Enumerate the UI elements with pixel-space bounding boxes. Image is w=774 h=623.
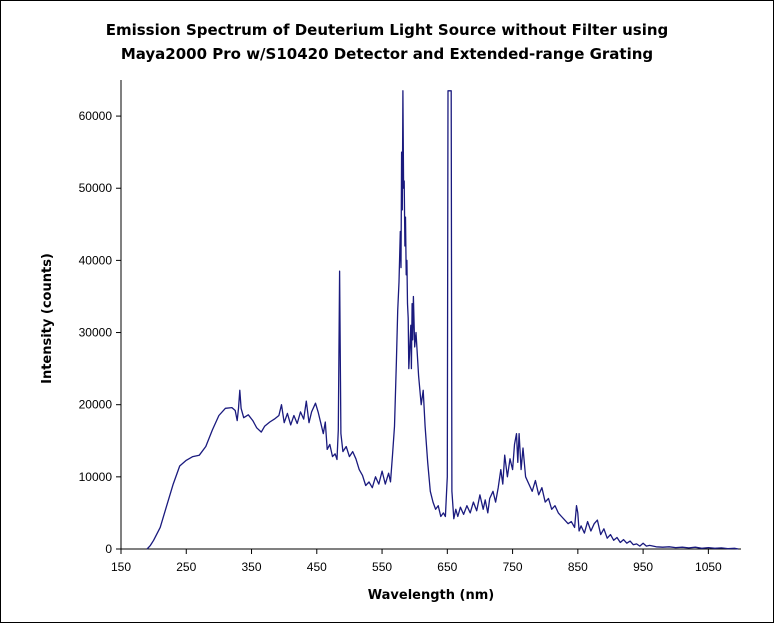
x-tick-label: 950: [633, 560, 653, 574]
y-tick-label: 40000: [79, 253, 113, 267]
y-tick-label: 30000: [79, 326, 113, 340]
y-tick-label: 50000: [79, 181, 113, 195]
x-tick-label: 750: [503, 560, 523, 574]
series-line-1: [146, 90, 739, 550]
axes: [120, 80, 741, 550]
x-tick-label: 350: [242, 560, 262, 574]
x-tick-label: 150: [111, 560, 131, 574]
x-tick-label: 250: [176, 560, 196, 574]
x-tick-label: 550: [372, 560, 392, 574]
x-tick-label: 850: [568, 560, 588, 574]
y-tick-label: 0: [105, 542, 112, 556]
x-tick-label: 650: [437, 560, 457, 574]
chart-title: Emission Spectrum of Deuterium Light Sou…: [0, 18, 774, 66]
y-tick-label: 60000: [79, 109, 113, 123]
tick-marks: [116, 115, 709, 554]
series-group: [146, 90, 739, 550]
x-tick-label: 450: [307, 560, 327, 574]
x-axis-title: Wavelength (nm): [368, 588, 494, 603]
chart-title-line-2: Maya2000 Pro w/S10420 Detector and Exten…: [120, 45, 654, 63]
tick-labels: 150 250 350 450 550 650 750 850 950 1050 0 10000 200…: [79, 109, 722, 574]
y-axis-title: Intensity (counts): [40, 253, 55, 384]
y-tick-label: 10000: [79, 470, 113, 484]
y-tick-label: 20000: [79, 398, 113, 412]
x-tick-label: 1050: [695, 560, 722, 574]
chart-title-line-1: Emission Spectrum of Deuterium Light Sou…: [105, 21, 669, 39]
